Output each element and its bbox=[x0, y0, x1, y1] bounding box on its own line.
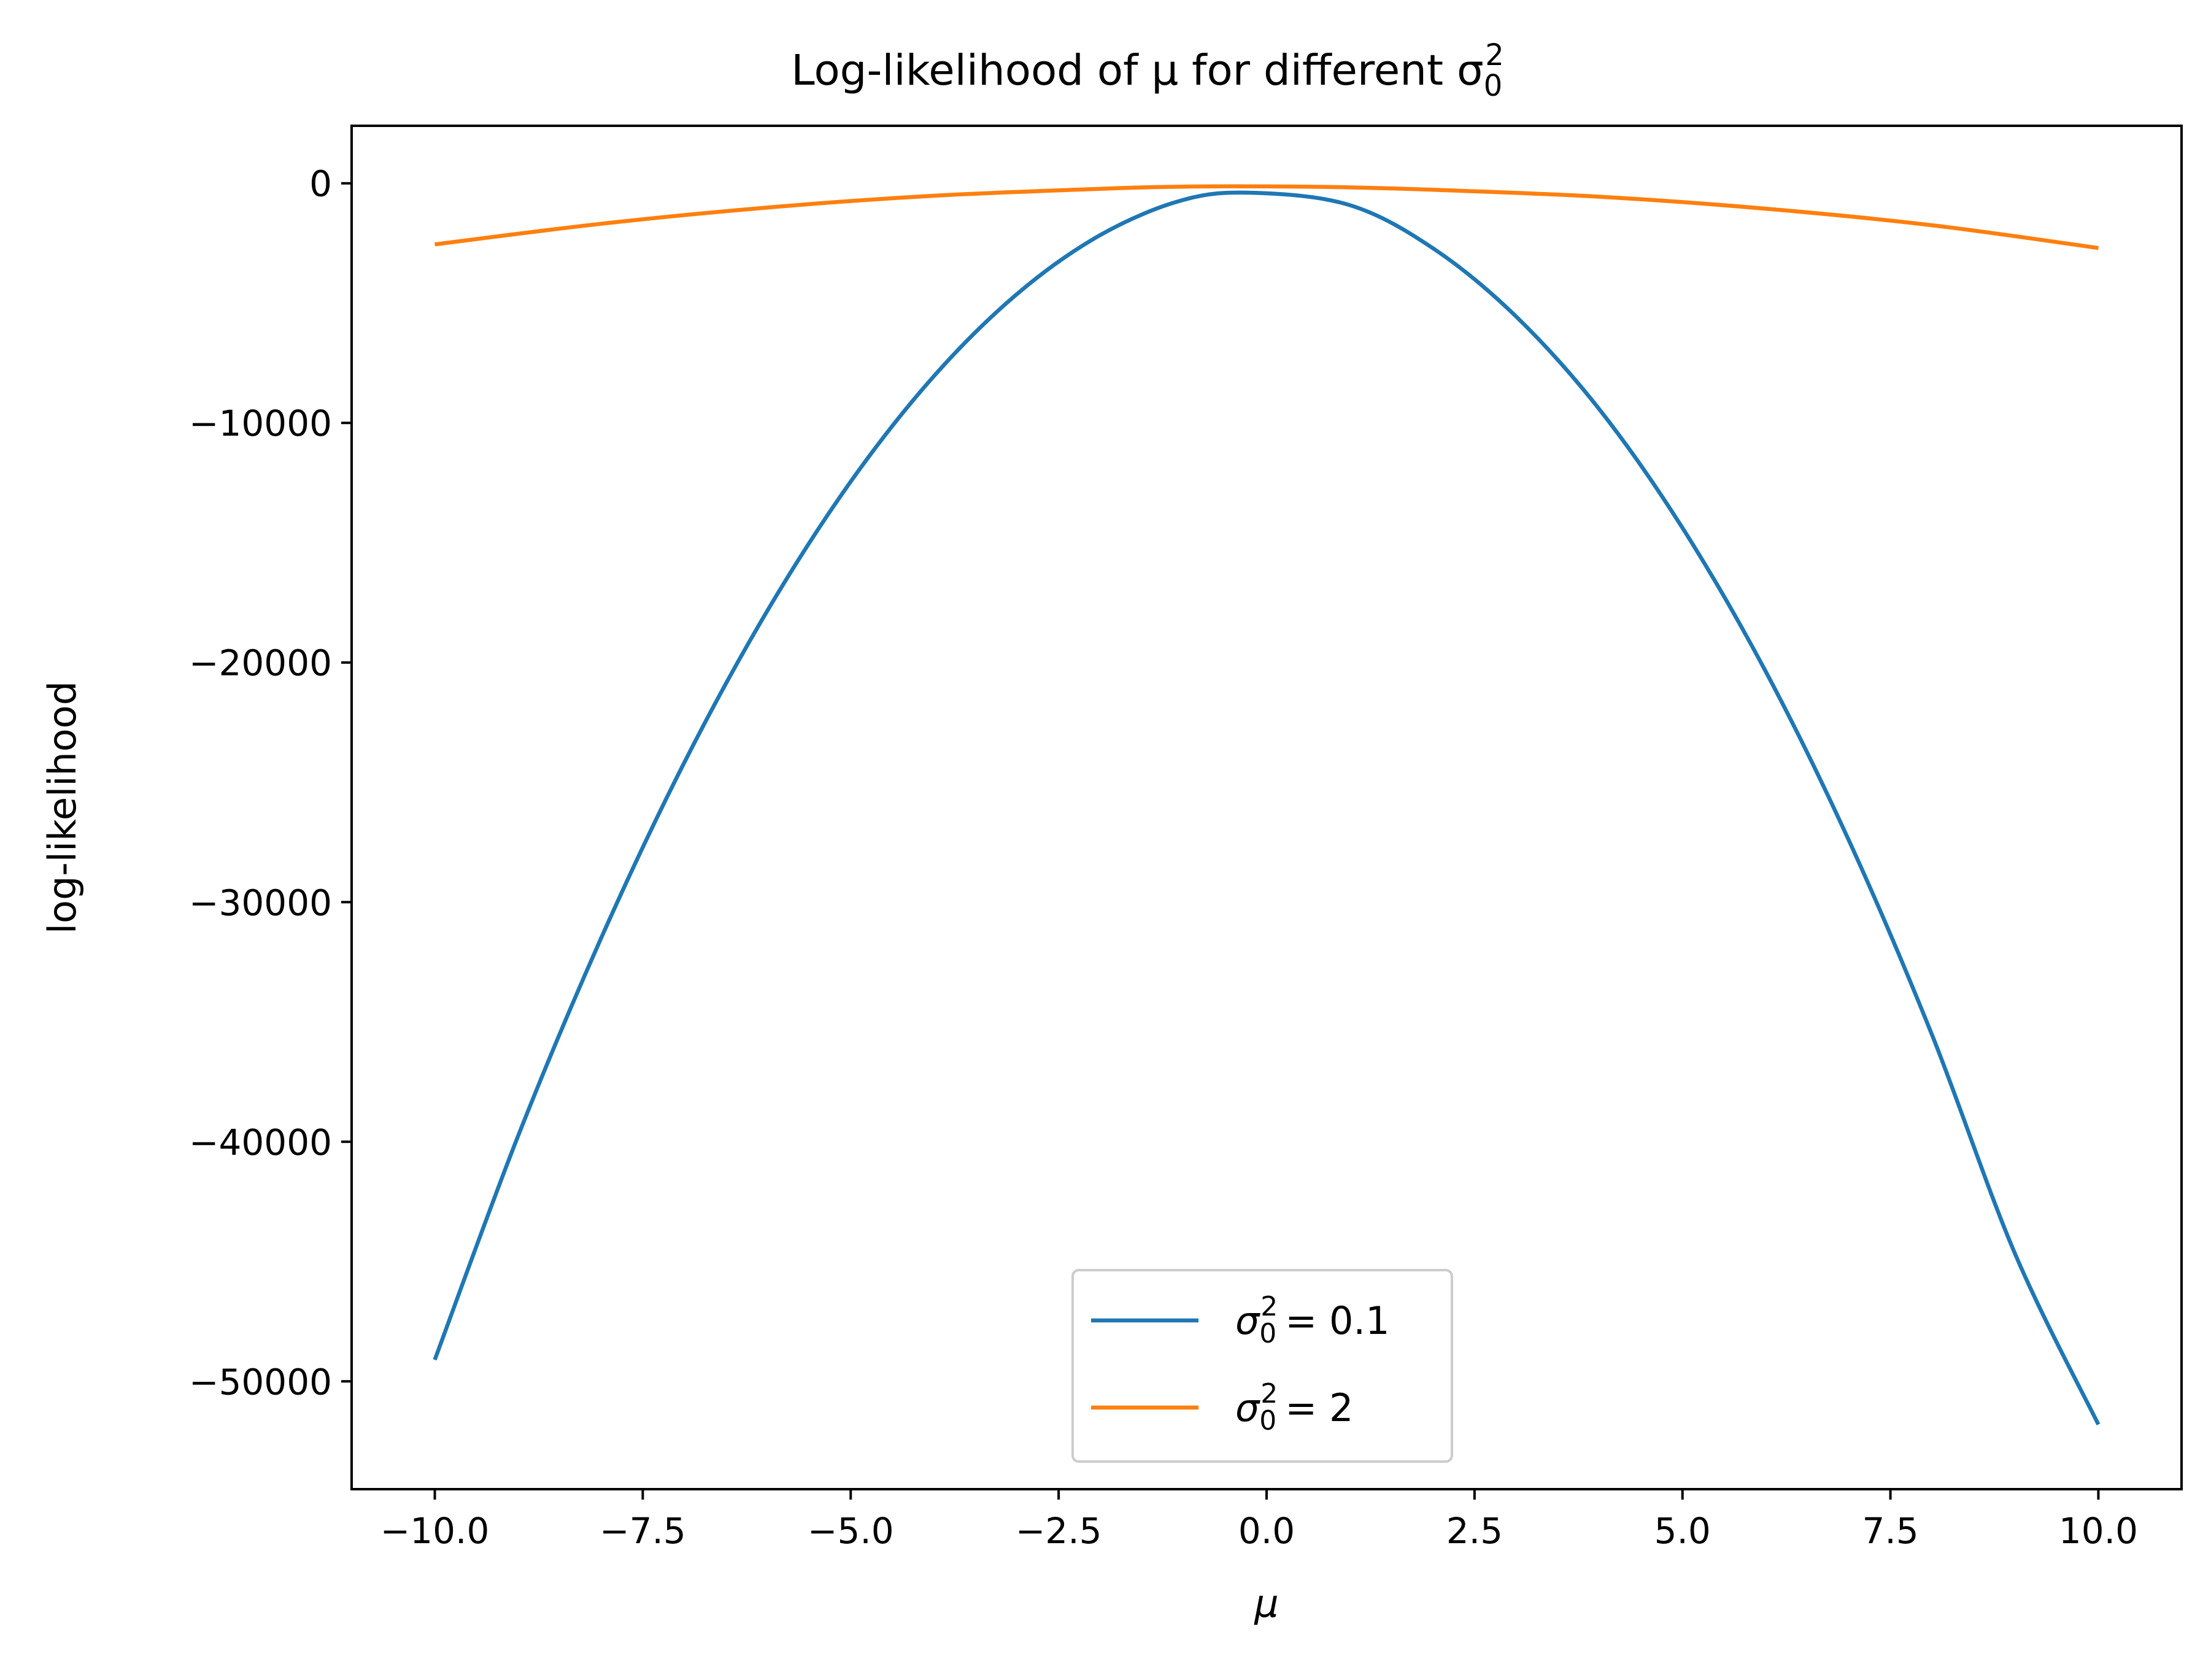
chart-title-text: Log-likelihood of μ for different σ bbox=[791, 46, 1483, 95]
x-axis: −10.0 −7.5 −5.0 −2.5 0.0 2.5 5.0 7.5 10.0 bbox=[380, 1489, 2138, 1552]
x-tick-label: 10.0 bbox=[2059, 1510, 2138, 1552]
legend-label-1: σ02 = 0.1 bbox=[1235, 1291, 1390, 1349]
x-tick-label: −5.0 bbox=[808, 1510, 894, 1552]
y-tick-label: −30000 bbox=[189, 882, 332, 923]
y-tick-label: −40000 bbox=[189, 1122, 332, 1163]
x-tick-label: 0.0 bbox=[1238, 1510, 1295, 1552]
series-line-1 bbox=[433, 190, 2101, 1426]
series-line-2 bbox=[434, 184, 2099, 250]
plot-area bbox=[433, 184, 2101, 1426]
chart-title: Log-likelihood of μ for different σ02 bbox=[791, 38, 1504, 103]
chart-title-subscript: 0 bbox=[1484, 69, 1503, 103]
legend: σ02 = 0.1 σ02 = 2 bbox=[1071, 1269, 1453, 1463]
y-axis: 0 −10000 −20000 −30000 −40000 −50000 bbox=[189, 163, 352, 1403]
series-layer bbox=[433, 184, 2101, 1426]
x-tick-label: −10.0 bbox=[380, 1510, 490, 1552]
x-axis-label: μ bbox=[1254, 1581, 1278, 1626]
x-tick-label: 7.5 bbox=[1862, 1510, 1918, 1552]
y-tick-label: −20000 bbox=[189, 642, 332, 684]
x-tick-label: −2.5 bbox=[1016, 1510, 1102, 1552]
x-tick-label: −7.5 bbox=[600, 1510, 686, 1552]
legend-box bbox=[1071, 1269, 1453, 1463]
y-tick-label: −50000 bbox=[189, 1361, 332, 1403]
legend-label-2: σ02 = 2 bbox=[1235, 1378, 1353, 1436]
y-axis-label: log-likelihood bbox=[40, 681, 85, 934]
x-tick-label: 2.5 bbox=[1446, 1510, 1503, 1552]
y-tick-label: 0 bbox=[309, 163, 332, 205]
y-tick-label: −10000 bbox=[189, 403, 332, 444]
chart-title-superscript: 2 bbox=[1485, 38, 1504, 72]
x-tick-label: 5.0 bbox=[1654, 1510, 1711, 1552]
